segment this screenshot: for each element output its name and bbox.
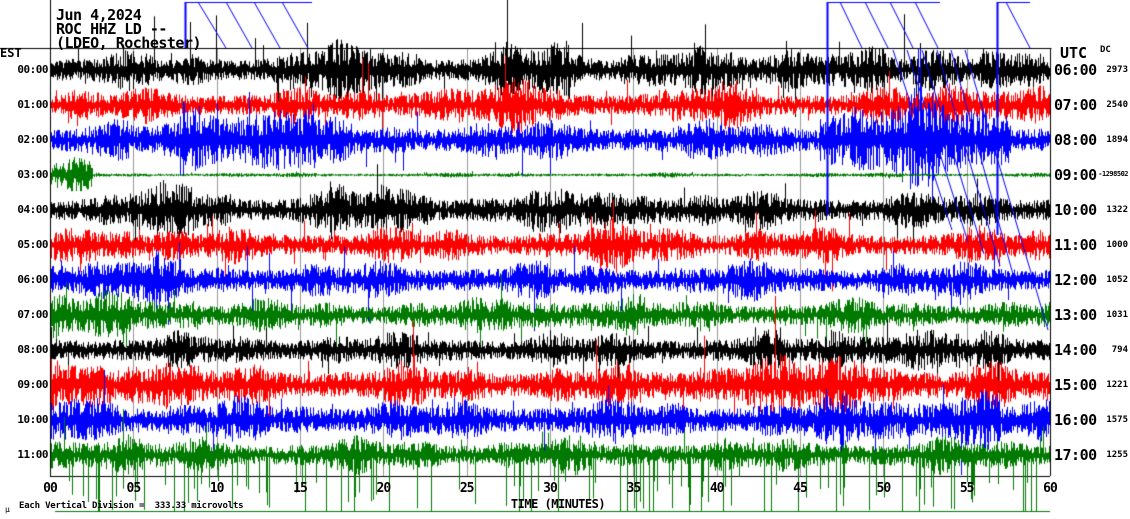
x-tick-25: 25 xyxy=(459,481,475,496)
station-code: ROC HHZ LD -- xyxy=(56,20,167,38)
dc-value-17:00: 1255 xyxy=(1106,450,1128,460)
utc-label-13:00: 13:00 xyxy=(1054,306,1097,324)
utc-label-10:00: 10:00 xyxy=(1054,201,1097,219)
est-label-04:00: 04:00 xyxy=(17,203,48,216)
est-label-00:00: 00:00 xyxy=(17,63,48,76)
dc-value-15:00: 1221 xyxy=(1106,380,1128,390)
left-timezone-label: EST xyxy=(0,46,22,60)
x-tick-60: 60 xyxy=(1043,481,1058,496)
x-tick-05: 05 xyxy=(126,481,142,496)
x-axis-title: TIME (MINUTES) xyxy=(510,497,606,511)
est-label-07:00: 07:00 xyxy=(17,308,48,321)
x-tick-50: 50 xyxy=(876,481,892,496)
utc-label-14:00: 14:00 xyxy=(1054,341,1097,359)
dc-value-07:00: 2540 xyxy=(1106,100,1128,110)
x-tick-40: 40 xyxy=(709,481,725,496)
est-label-06:00: 06:00 xyxy=(17,273,48,286)
dc-value-10:00: 1322 xyxy=(1106,205,1128,215)
mu-mark: μ xyxy=(5,505,10,514)
dc-value-06:00: 2973 xyxy=(1106,65,1128,75)
est-label-05:00: 05:00 xyxy=(17,238,48,251)
est-label-03:00: 03:00 xyxy=(17,168,48,181)
utc-label-06:00: 06:00 xyxy=(1054,61,1097,79)
dc-value-12:00: 1052 xyxy=(1106,275,1128,285)
x-tick-20: 20 xyxy=(376,481,392,496)
station-location: (LDEO, Rochester) xyxy=(56,34,202,52)
utc-label-11:00: 11:00 xyxy=(1054,236,1097,254)
est-label-10:00: 10:00 xyxy=(17,413,48,426)
utc-label-07:00: 07:00 xyxy=(1054,96,1097,114)
utc-label-16:00: 16:00 xyxy=(1054,411,1097,429)
dc-value-09:00: -1298502 xyxy=(1098,170,1128,178)
dc-value-11:00: 1000 xyxy=(1106,240,1128,250)
dc-column-header: DC xyxy=(1100,45,1111,55)
x-tick-35: 35 xyxy=(626,481,642,496)
dc-value-13:00: 1031 xyxy=(1106,310,1128,320)
utc-label-17:00: 17:00 xyxy=(1054,446,1097,464)
plot-date: Jun 4,2024 xyxy=(56,6,142,24)
est-label-11:00: 11:00 xyxy=(17,448,48,461)
dc-value-14:00: 794 xyxy=(1111,345,1128,355)
utc-label-08:00: 08:00 xyxy=(1054,131,1097,149)
x-tick-15: 15 xyxy=(293,481,308,496)
x-tick-30: 30 xyxy=(543,481,558,496)
est-label-02:00: 02:00 xyxy=(17,133,48,146)
x-tick-10: 10 xyxy=(209,481,225,496)
utc-label-15:00: 15:00 xyxy=(1054,376,1097,394)
est-label-01:00: 01:00 xyxy=(17,98,48,111)
right-timezone-label: UTC xyxy=(1060,44,1088,62)
x-tick-00: 00 xyxy=(43,481,58,496)
x-tick-55: 55 xyxy=(959,481,975,496)
vertical-scale-note: Each Vertical Division = 333.33 microvol… xyxy=(19,501,244,511)
utc-label-12:00: 12:00 xyxy=(1054,271,1097,289)
utc-label-09:00: 09:00 xyxy=(1054,166,1097,184)
est-label-08:00: 08:00 xyxy=(17,343,48,356)
est-label-09:00: 09:00 xyxy=(17,378,48,391)
x-tick-45: 45 xyxy=(793,481,808,496)
dc-value-08:00: 1894 xyxy=(1106,135,1128,145)
dc-value-16:00: 1575 xyxy=(1106,415,1128,425)
